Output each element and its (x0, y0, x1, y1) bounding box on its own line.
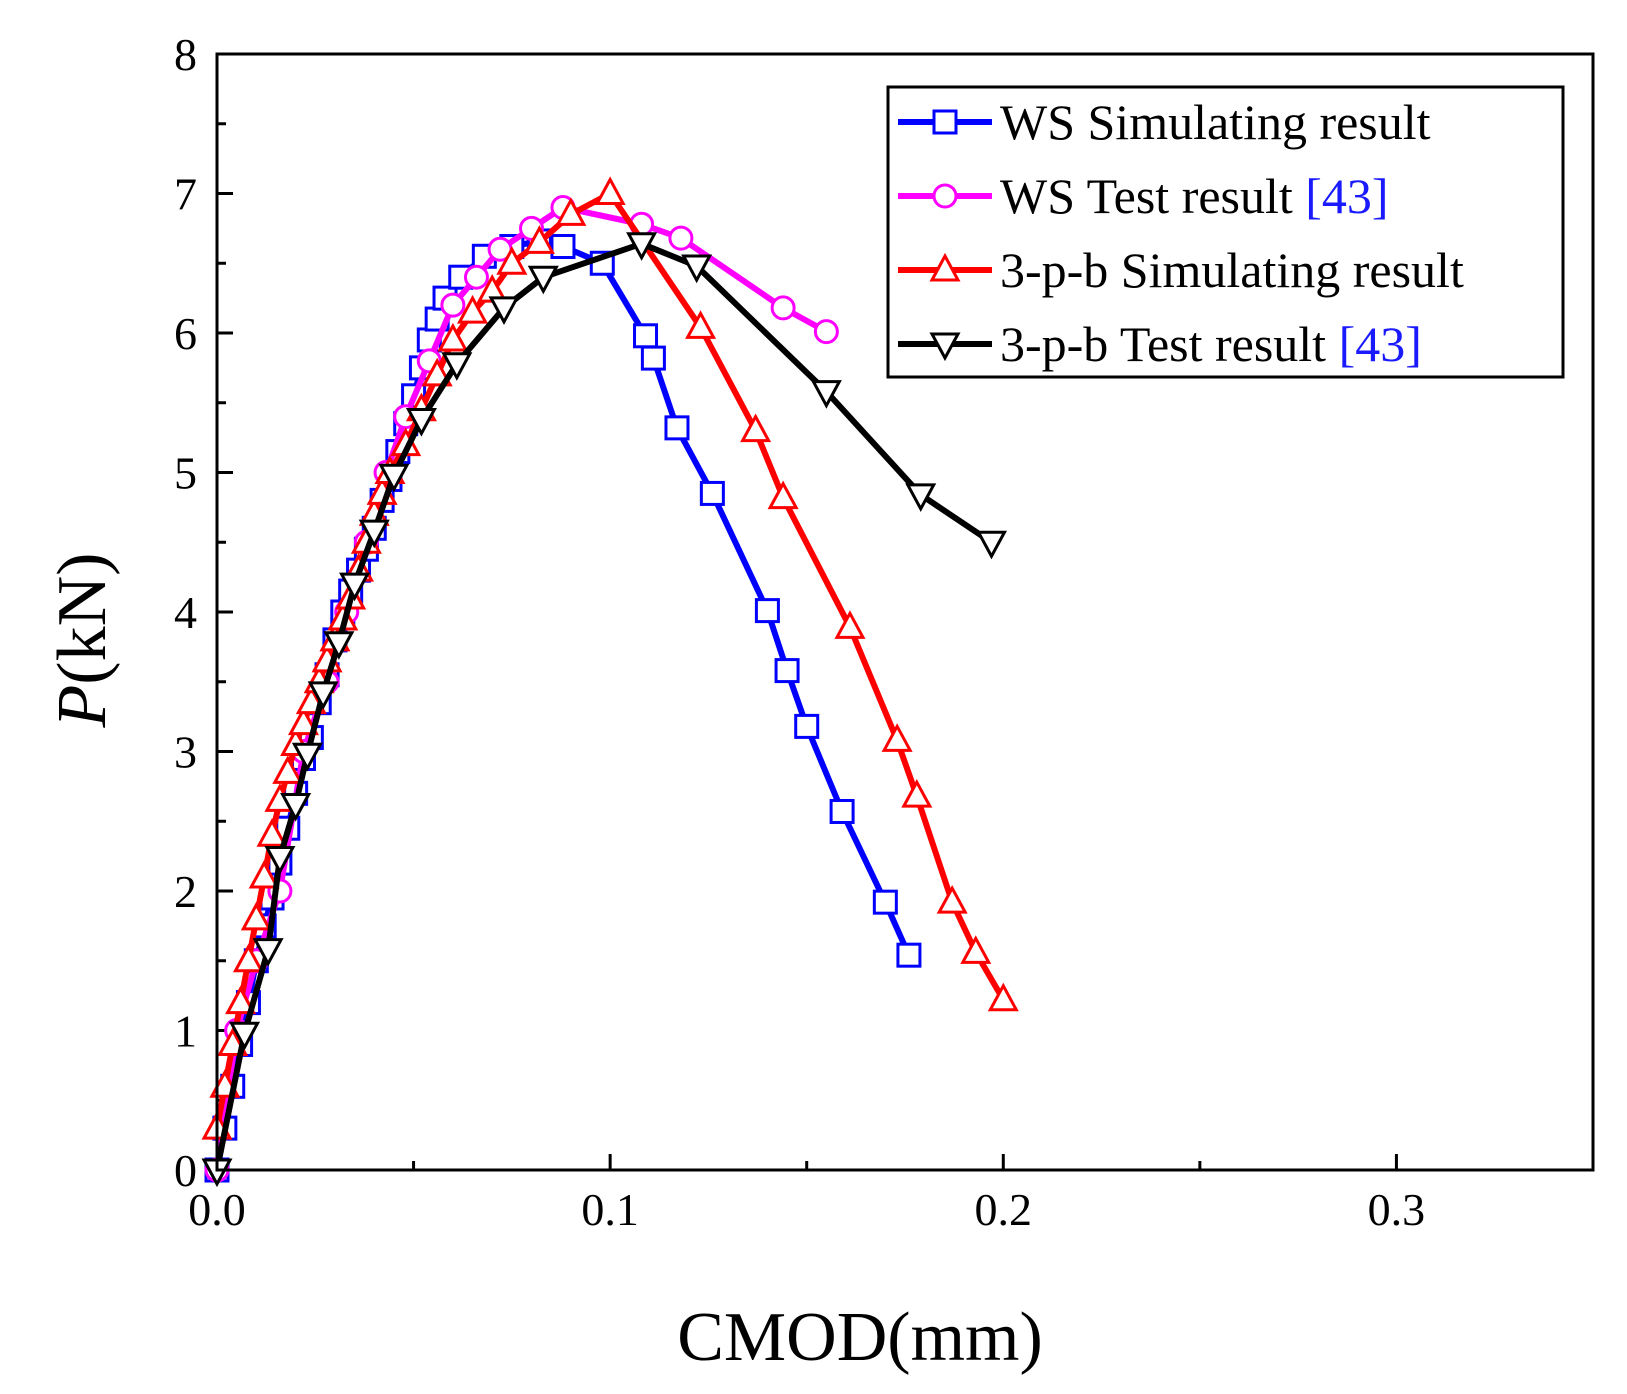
legend-item: 3-p-b Test result [43] (898, 316, 1422, 372)
data-point (987, 982, 1019, 1012)
legend-item: WS Simulating result (898, 94, 1431, 150)
y-axis-title-variable: P (44, 685, 121, 729)
legend-label: 3-p-b Test result [43] (1000, 316, 1422, 372)
data-point (229, 1021, 261, 1051)
data-point (287, 706, 320, 736)
data-point (640, 345, 666, 371)
data-point (664, 415, 690, 441)
data-point (457, 294, 489, 324)
legend-name: WS Simulating result (1000, 94, 1431, 150)
series-4 (201, 232, 1008, 1188)
data-point (272, 755, 304, 784)
data-point (872, 889, 898, 915)
y-tick-label: 8 (174, 29, 197, 80)
data-point (463, 264, 489, 290)
y-tick-label: 2 (174, 866, 197, 917)
y-tick-label: 4 (174, 587, 197, 638)
legend-label: 3-p-b Simulating result (1000, 242, 1464, 298)
data-point (936, 885, 968, 914)
legend-item: 3-p-b Simulating result (898, 242, 1464, 298)
legend-marker (932, 109, 958, 135)
data-point (232, 943, 264, 973)
data-point (252, 938, 284, 967)
data-point (881, 723, 913, 752)
data-point (323, 631, 355, 660)
data-point (496, 246, 528, 275)
legend-marker (929, 332, 961, 362)
legend-item: WS Test result [43] (898, 168, 1389, 224)
data-point (378, 463, 410, 493)
data-point (240, 901, 272, 931)
data-point (440, 292, 466, 318)
data-point (550, 234, 576, 260)
data-point (488, 296, 520, 326)
data-point (699, 480, 725, 506)
data-point (810, 380, 842, 409)
legend-reference: [43] (1339, 316, 1422, 372)
y-tick-label: 7 (174, 169, 197, 220)
x-tick-label: 0.3 (1368, 1184, 1426, 1235)
data-point (264, 846, 296, 875)
data-point (767, 480, 799, 510)
data-point (901, 778, 933, 808)
data-point (555, 197, 587, 226)
data-point (896, 942, 922, 968)
x-axis-title: CMOD(mm) (677, 1299, 1043, 1376)
data-point (633, 323, 659, 349)
series-layer (201, 176, 1019, 1188)
x-tick-label: 0.1 (581, 1184, 639, 1235)
data-point (829, 798, 855, 824)
data-point (405, 407, 437, 437)
x-tick-label: 0.2 (975, 1184, 1033, 1235)
data-point (358, 519, 390, 549)
data-point (754, 598, 780, 624)
x-tick-label: 0.0 (188, 1184, 246, 1235)
data-point (975, 530, 1008, 560)
y-axis-title-unit: (kN) (44, 553, 121, 685)
data-point (441, 352, 473, 381)
data-point (291, 742, 323, 772)
data-point (626, 232, 658, 261)
y-tick-label: 3 (174, 727, 197, 778)
data-point (770, 295, 796, 321)
data-point (960, 935, 992, 964)
data-point (774, 658, 800, 684)
plot-frame (215, 52, 1595, 1172)
data-point (280, 793, 312, 822)
data-point (834, 610, 866, 639)
data-point (668, 225, 694, 251)
data-point (594, 176, 626, 205)
legend-marker (932, 183, 958, 209)
y-tick-label: 0 (174, 1145, 197, 1196)
data-point (794, 713, 820, 739)
y-tick-label: 6 (174, 308, 197, 359)
data-point (248, 859, 280, 889)
legend-marker (929, 252, 961, 282)
legend-label: WS Test result [43] (1000, 168, 1389, 224)
data-point (339, 572, 371, 602)
data-point (225, 985, 257, 1015)
data-point (813, 319, 839, 345)
legend-name: WS Test result (1000, 168, 1305, 224)
data-point (681, 254, 713, 284)
data-point (256, 818, 288, 847)
data-point (905, 483, 937, 512)
y-axis-title: P(kN) (44, 553, 121, 729)
data-point (740, 413, 772, 443)
legend-name: 3-p-b Test result (1000, 316, 1339, 372)
legend-box (886, 85, 1565, 379)
legend-reference: [43] (1305, 168, 1388, 224)
data-point (685, 310, 717, 339)
data-point (527, 265, 559, 295)
data-point (523, 225, 555, 254)
data-point (307, 681, 339, 711)
data-point (437, 322, 469, 352)
y-tick-label: 5 (174, 448, 197, 499)
legend-name: 3-p-b Simulating result (1000, 242, 1464, 298)
y-tick-label: 1 (174, 1006, 197, 1057)
legend-label: WS Simulating result (1000, 94, 1431, 150)
